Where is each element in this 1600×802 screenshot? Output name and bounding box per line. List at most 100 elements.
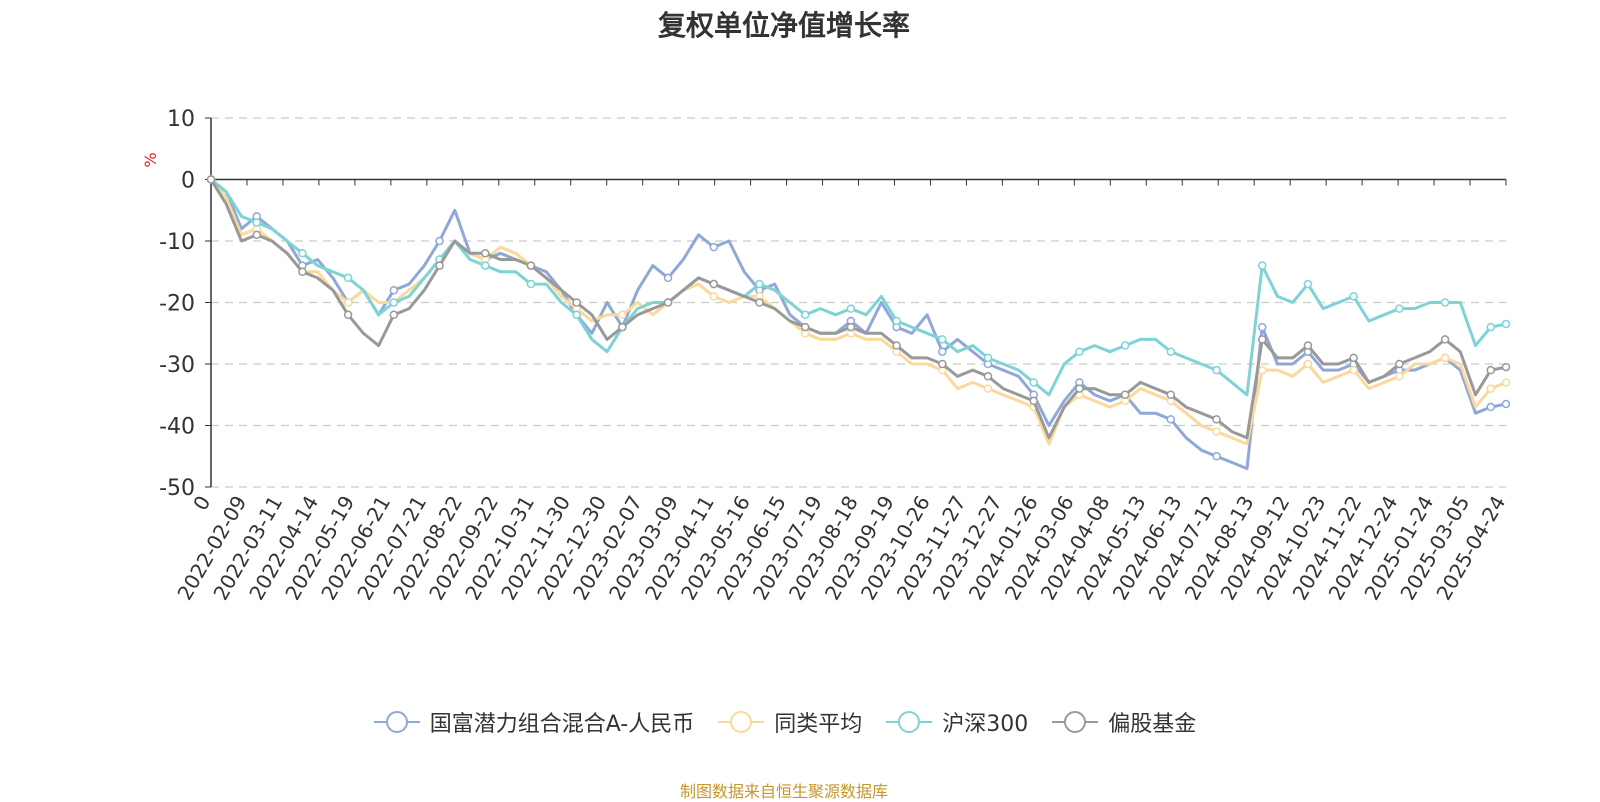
data-point [1166, 390, 1176, 399]
data-point [389, 298, 399, 307]
data-point [1440, 298, 1450, 307]
data-point [846, 304, 856, 313]
data-point [389, 285, 399, 295]
series-line-3 [209, 178, 1507, 440]
y-tick-label: -40 [159, 415, 195, 440]
data-point [709, 292, 719, 301]
data-point [1486, 322, 1496, 332]
legend-label: 偏股基金 [1108, 712, 1197, 737]
legend: 国富潜力组合混合A-人民币 同类平均 沪深300 偏股基金 [0, 706, 1568, 738]
data-point [1395, 372, 1404, 381]
data-point [1349, 353, 1358, 363]
y-tick-label: 0 [181, 169, 195, 194]
y-tick-label: -20 [159, 292, 195, 317]
data-point [1486, 365, 1496, 375]
data-point [1029, 378, 1038, 387]
data-point [663, 298, 673, 307]
data-point [1257, 261, 1267, 270]
data-point [1501, 378, 1511, 387]
data-point [1395, 359, 1404, 369]
data-point [1501, 399, 1511, 409]
line-chart: 100-10-20-30-40-5002022-02-092022-03-112… [141, 107, 1511, 604]
series-lines [206, 175, 1511, 471]
data-point [1166, 347, 1176, 356]
data-point [343, 298, 353, 307]
series-line-0 [210, 178, 1507, 471]
legend-marker-icon [1052, 711, 1099, 733]
legend-item[interactable]: 国富潜力组合混合A-人民币 [372, 706, 695, 738]
data-point [618, 310, 627, 320]
data-point [1212, 415, 1221, 424]
legend-marker-icon [718, 711, 765, 733]
data-point [892, 316, 901, 326]
data-point [1501, 362, 1511, 372]
data-point [1440, 353, 1450, 363]
data-source-note: 制图数据来自恒生聚源数据库 [679, 782, 888, 801]
data-point [252, 230, 261, 240]
data-point [526, 261, 536, 270]
data-point [480, 249, 490, 258]
data-point [572, 298, 581, 307]
data-point [389, 310, 399, 320]
x-tick-label: 0 [188, 492, 215, 515]
data-point [1166, 415, 1176, 424]
data-point [252, 218, 261, 227]
legend-label: 同类平均 [774, 712, 863, 737]
grid-lines [211, 117, 1506, 488]
y-axis-label: % [141, 152, 160, 167]
data-point [572, 310, 581, 320]
legend-marker-icon [886, 711, 933, 733]
data-point [983, 372, 993, 381]
data-point [1212, 427, 1221, 436]
data-point [709, 279, 719, 289]
data-point [298, 267, 307, 276]
data-point [800, 322, 810, 332]
data-point [983, 353, 993, 363]
y-tick-label: -30 [159, 353, 195, 378]
data-point [1212, 452, 1221, 461]
data-point [709, 242, 719, 252]
legend-item[interactable]: 偏股基金 [1050, 706, 1196, 738]
data-point [526, 279, 536, 289]
chart-title: 复权单位净值增长率 [657, 9, 910, 42]
data-point [206, 175, 216, 184]
legend-item[interactable]: 同类平均 [716, 706, 862, 738]
data-point [1257, 365, 1267, 375]
data-point [1349, 365, 1358, 375]
data-point [1120, 390, 1130, 399]
series-line-2 [210, 178, 1507, 397]
data-point [938, 347, 947, 356]
data-point [1501, 319, 1511, 329]
y-tick-label: -50 [159, 476, 195, 501]
data-point [983, 384, 993, 393]
legend-item[interactable]: 沪深300 [884, 706, 1028, 738]
data-point [1486, 384, 1496, 393]
y-tick-label: -10 [159, 230, 195, 255]
legend-label: 国富潜力组合混合A-人民币 [429, 712, 695, 737]
data-point [1257, 322, 1267, 332]
data-point [618, 322, 627, 332]
data-point [846, 322, 856, 332]
data-point [1440, 335, 1450, 344]
data-point [480, 261, 490, 270]
data-point [1212, 365, 1221, 375]
data-point [298, 249, 307, 258]
data-point [1120, 341, 1130, 350]
data-point [1075, 384, 1084, 393]
data-point [435, 236, 444, 246]
data-point [938, 335, 947, 344]
data-point [435, 261, 444, 270]
data-point [1486, 402, 1496, 412]
data-point [1075, 347, 1084, 356]
data-point [1303, 279, 1313, 289]
data-point [663, 273, 673, 283]
data-point [343, 310, 353, 320]
data-point [1257, 335, 1267, 344]
data-point [1303, 359, 1313, 369]
data-point [343, 273, 353, 283]
data-point [892, 341, 901, 350]
data-point [1029, 396, 1038, 406]
data-point [755, 298, 764, 307]
data-point [800, 310, 810, 320]
data-point [1349, 292, 1358, 301]
